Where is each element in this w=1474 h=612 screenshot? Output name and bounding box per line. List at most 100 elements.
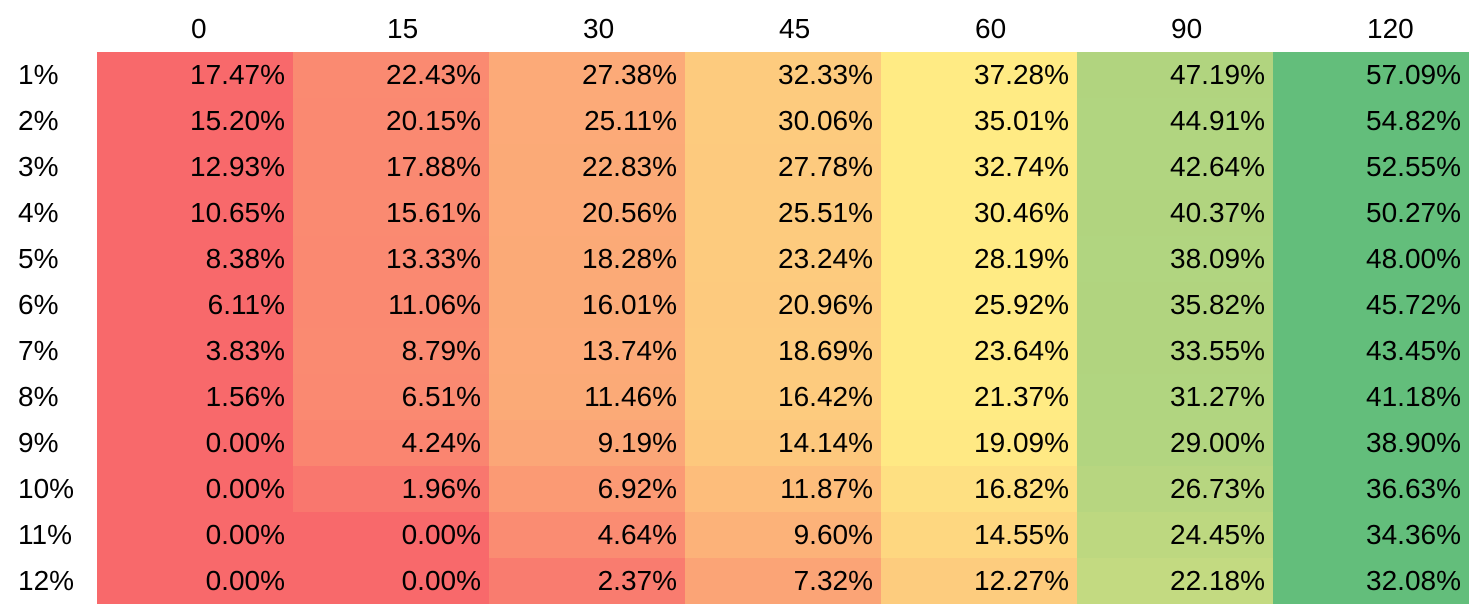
heatmap-cell: 6.51% — [293, 374, 489, 420]
heatmap-cell: 25.92% — [881, 282, 1077, 328]
heatmap-cell: 7.32% — [685, 558, 881, 604]
heatmap-cell: 42.64% — [1077, 144, 1273, 190]
heatmap-cell: 19.09% — [881, 420, 1077, 466]
heatmap-cell: 27.78% — [685, 144, 881, 190]
heatmap-cell: 15.20% — [97, 98, 293, 144]
heatmap-cell: 6.11% — [97, 282, 293, 328]
heatmap-cell: 14.14% — [685, 420, 881, 466]
column-header: 120 — [1367, 13, 1414, 44]
heatmap-cell: 50.27% — [1273, 190, 1469, 236]
heatmap-cell: 38.09% — [1077, 236, 1273, 282]
heatmap-cell: 30.46% — [881, 190, 1077, 236]
heatmap-cell: 47.19% — [1077, 52, 1273, 98]
heatmap-cell: 57.09% — [1273, 52, 1469, 98]
heatmap-cell: 4.24% — [293, 420, 489, 466]
heatmap-cell: 32.08% — [1273, 558, 1469, 604]
heatmap-cell: 0.00% — [97, 558, 293, 604]
heatmap-cell: 0.00% — [97, 512, 293, 558]
heatmap-cell: 21.37% — [881, 374, 1077, 420]
heatmap-cell: 32.33% — [685, 52, 881, 98]
row-header: 3% — [18, 151, 59, 182]
heatmap-cell: 18.69% — [685, 328, 881, 374]
heatmap-cell: 1.56% — [97, 374, 293, 420]
column-header: 45 — [779, 13, 811, 44]
heatmap-cell: 11.46% — [489, 374, 685, 420]
heatmap-cell: 22.43% — [293, 52, 489, 98]
row-header: 8% — [18, 381, 59, 412]
heatmap-cell: 33.55% — [1077, 328, 1273, 374]
heatmap-cell: 41.18% — [1273, 374, 1469, 420]
heatmap-cell: 48.00% — [1273, 236, 1469, 282]
heatmap-cell: 44.91% — [1077, 98, 1273, 144]
column-header: 90 — [1171, 13, 1203, 44]
row-header: 6% — [18, 289, 59, 320]
heatmap-cell: 20.15% — [293, 98, 489, 144]
row-header: 2% — [18, 105, 59, 136]
heatmap-cell: 16.42% — [685, 374, 881, 420]
heatmap-cell: 40.37% — [1077, 190, 1273, 236]
heatmap-cell: 38.90% — [1273, 420, 1469, 466]
heatmap-cell: 28.19% — [881, 236, 1077, 282]
heatmap-cell: 12.27% — [881, 558, 1077, 604]
heatmap-cell: 0.00% — [97, 420, 293, 466]
heatmap-cell: 9.19% — [489, 420, 685, 466]
heatmap-cell: 0.00% — [293, 512, 489, 558]
heatmap-cell: 20.96% — [685, 282, 881, 328]
row-header: 9% — [18, 427, 59, 458]
heatmap-cell: 52.55% — [1273, 144, 1469, 190]
heatmap-cell: 26.73% — [1077, 466, 1273, 512]
row-header: 7% — [18, 335, 59, 366]
row-header: 1% — [18, 59, 59, 90]
heatmap-cell: 17.88% — [293, 144, 489, 190]
heatmap-cell: 30.06% — [685, 98, 881, 144]
heatmap-cell: 1.96% — [293, 466, 489, 512]
heatmap-cell: 9.60% — [685, 512, 881, 558]
column-header: 0 — [191, 13, 207, 44]
heatmap-cell: 20.56% — [489, 190, 685, 236]
heatmap-cell: 6.92% — [489, 466, 685, 512]
column-header: 15 — [387, 13, 419, 44]
heatmap-cell: 45.72% — [1273, 282, 1469, 328]
heatmap-cell: 8.38% — [97, 236, 293, 282]
heatmap-cell: 27.38% — [489, 52, 685, 98]
heatmap-cell: 13.74% — [489, 328, 685, 374]
row-header: 4% — [18, 197, 59, 228]
heatmap-cell: 35.82% — [1077, 282, 1273, 328]
heatmap-cell: 11.87% — [685, 466, 881, 512]
heatmap-cell: 23.24% — [685, 236, 881, 282]
heatmap-cell: 17.47% — [97, 52, 293, 98]
heatmap-cell: 10.65% — [97, 190, 293, 236]
heatmap-cell: 43.45% — [1273, 328, 1469, 374]
heatmap-cell: 22.83% — [489, 144, 685, 190]
heatmap-cell: 0.00% — [293, 558, 489, 604]
column-header: 60 — [975, 13, 1007, 44]
heatmap-cell: 13.33% — [293, 236, 489, 282]
row-header: 12% — [18, 565, 75, 596]
heatmap-cell: 16.01% — [489, 282, 685, 328]
row-header: 11% — [18, 519, 72, 550]
row-header: 10% — [18, 473, 75, 504]
heatmap-cell: 0.00% — [97, 466, 293, 512]
heatmap-cell: 35.01% — [881, 98, 1077, 144]
heatmap-cell: 24.45% — [1077, 512, 1273, 558]
heatmap-cell: 23.64% — [881, 328, 1077, 374]
row-header: 5% — [18, 243, 59, 274]
heatmap-cell: 29.00% — [1077, 420, 1273, 466]
heatmap-cell: 11.06% — [293, 282, 489, 328]
heatmap-cell: 2.37% — [489, 558, 685, 604]
heatmap-cell: 3.83% — [97, 328, 293, 374]
heatmap-cell: 22.18% — [1077, 558, 1273, 604]
heatmap-cell: 32.74% — [881, 144, 1077, 190]
heatmap-cell: 37.28% — [881, 52, 1077, 98]
column-header: 30 — [583, 13, 615, 44]
heatmap-cell: 12.93% — [97, 144, 293, 190]
heatmap-cell: 31.27% — [1077, 374, 1273, 420]
heatmap-cell: 36.63% — [1273, 466, 1469, 512]
heatmap-cell: 54.82% — [1273, 98, 1469, 144]
heatmap-cell: 4.64% — [489, 512, 685, 558]
heatmap-cell: 18.28% — [489, 236, 685, 282]
heatmap-cell: 16.82% — [881, 466, 1077, 512]
heatmap-cell: 15.61% — [293, 190, 489, 236]
heatmap-cell: 8.79% — [293, 328, 489, 374]
